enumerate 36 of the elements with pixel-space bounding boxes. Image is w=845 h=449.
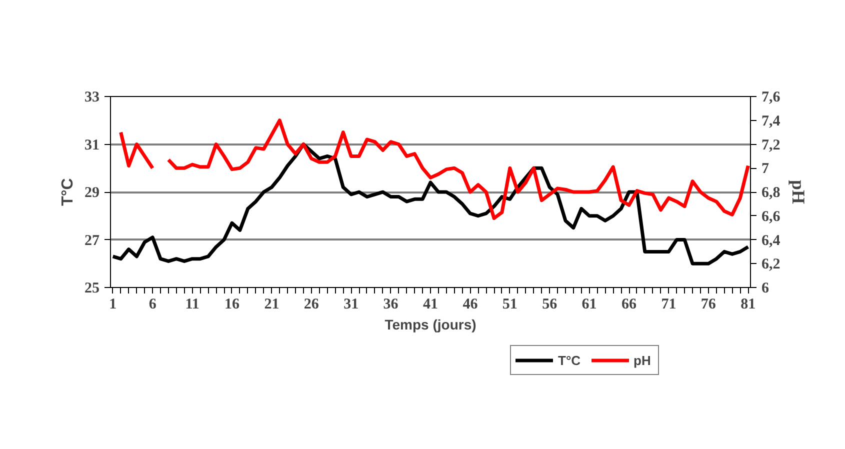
y-tick-label: 33 (84, 90, 100, 106)
x-tick-label: 6 (148, 296, 157, 312)
y-tick-label: 25 (84, 280, 100, 296)
x-tick-label: 61 (582, 296, 597, 312)
x-tick-label: 11 (185, 296, 200, 312)
x-tick-label: 31 (344, 296, 359, 312)
x-tick-label: 76 (700, 296, 716, 312)
y2-axis-title: pH (788, 180, 808, 204)
y-tick-label: 29 (84, 185, 100, 201)
x-tick-label: 21 (264, 296, 280, 312)
y2-tick-label: 6,6 (762, 208, 781, 225)
x-tick-label: 66 (622, 296, 638, 312)
legend-label: pH (634, 352, 652, 368)
y2-tick-label: 7,2 (762, 137, 780, 154)
x-tick-label: 36 (383, 296, 399, 312)
x-tick-label: 46 (462, 296, 478, 312)
x-tick-label: 16 (224, 296, 240, 312)
x-tick-label: 1 (109, 296, 117, 312)
x-tick-label: 41 (423, 296, 438, 312)
x-tick-label: 56 (542, 296, 558, 312)
x-tick-label: 51 (502, 296, 518, 312)
y2-tick-label: 7 (762, 161, 770, 178)
x-tick-label: 26 (304, 296, 320, 312)
y-tick-label: 31 (84, 137, 100, 154)
y2-tick-label: 6,2 (762, 256, 780, 273)
x-tick-label: 81 (740, 296, 756, 312)
x-tick-label: 71 (661, 296, 676, 312)
y2-tick-label: 7,4 (762, 113, 781, 130)
y2-tick-label: 6 (762, 280, 770, 296)
y2-tick-label: 7,6 (762, 90, 781, 106)
y2-tick-label: 6,8 (762, 185, 780, 201)
legend-label: T°C (558, 352, 581, 368)
y2-tick-label: 6,4 (762, 232, 781, 249)
y-axis-title: T°C (60, 178, 76, 206)
y-tick-label: 27 (84, 232, 100, 249)
x-axis-title: Temps (jours) (384, 316, 476, 332)
